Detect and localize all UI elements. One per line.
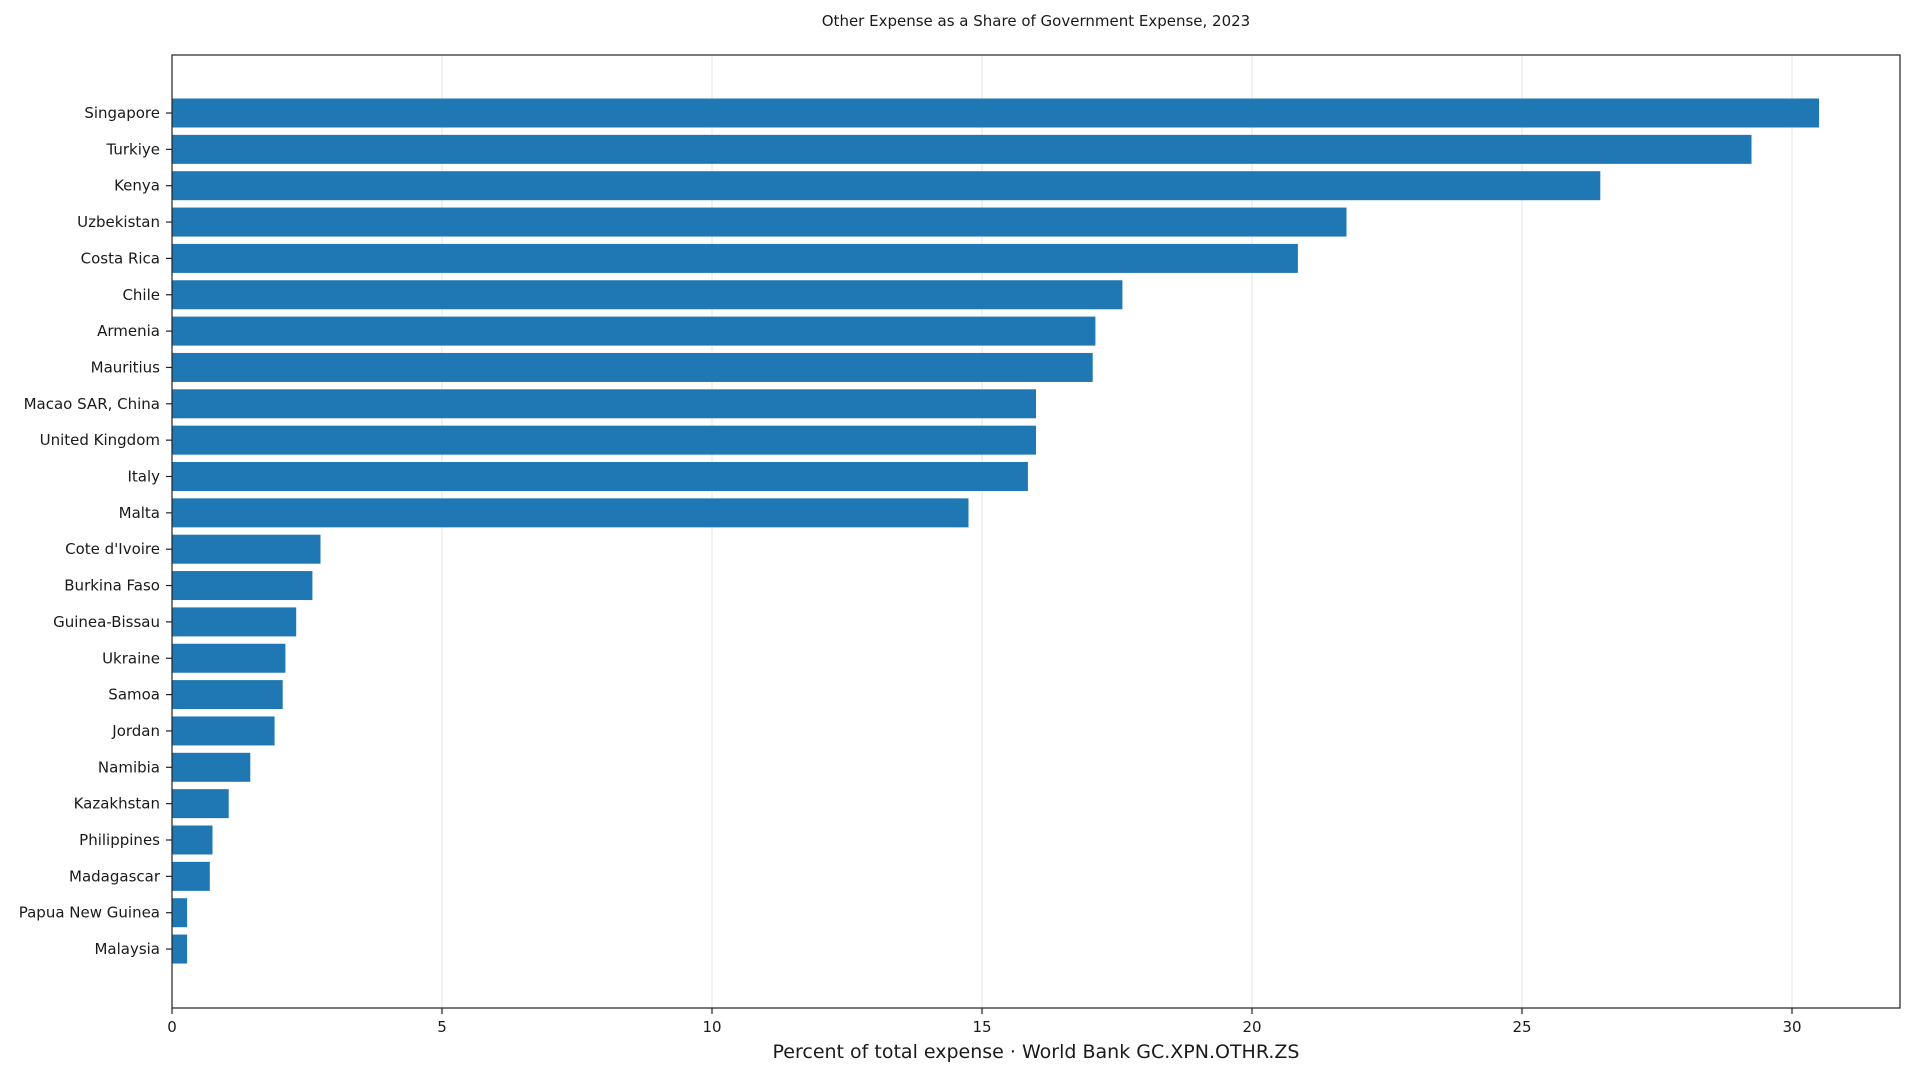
bar [172, 643, 286, 673]
y-category-label: Uzbekistan [77, 213, 160, 231]
plot-frame [171, 54, 1901, 1009]
y-category-label: Turkiye [105, 140, 160, 158]
bar [172, 498, 969, 528]
bar [172, 571, 313, 601]
bar [172, 934, 188, 964]
y-category-label: Malta [119, 504, 160, 522]
y-category-label: Italy [127, 468, 160, 486]
bar [172, 171, 1601, 201]
y-category-label: Chile [122, 286, 160, 304]
bar [172, 389, 1036, 419]
bar [172, 243, 1298, 273]
bar [172, 134, 1752, 164]
x-tick-label: 10 [702, 1018, 721, 1036]
bar [172, 534, 321, 564]
chart-title: Other Expense as a Share of Government E… [822, 12, 1250, 30]
bar [172, 607, 297, 637]
bar [172, 861, 210, 891]
bar [172, 316, 1096, 346]
x-tick-label: 5 [437, 1018, 447, 1036]
y-category-label: Ukraine [102, 649, 160, 667]
y-category-label: Burkina Faso [64, 577, 160, 595]
x-tick-label: 25 [1512, 1018, 1531, 1036]
bar [172, 680, 283, 710]
x-tick-label: 20 [1242, 1018, 1261, 1036]
y-category-label: Kenya [114, 177, 160, 195]
y-category-label: Cote d'Ivoire [65, 540, 160, 558]
bar [172, 207, 1347, 237]
y-category-label: Philippines [79, 831, 160, 849]
y-category-label: Papua New Guinea [19, 904, 160, 922]
bar [172, 352, 1093, 382]
y-category-label: United Kingdom [40, 431, 160, 449]
y-category-label: Singapore [84, 104, 160, 122]
y-category-label: Costa Rica [81, 249, 160, 267]
y-category-label: Madagascar [69, 867, 161, 885]
bar [172, 752, 251, 782]
y-category-label: Malaysia [94, 940, 160, 958]
y-category-label: Kazakhstan [74, 795, 160, 813]
x-tick-label: 0 [167, 1018, 177, 1036]
y-category-label: Samoa [108, 686, 160, 704]
bar [172, 98, 1819, 128]
bar [172, 462, 1028, 491]
bar [172, 425, 1036, 455]
bar [172, 716, 275, 746]
y-category-label: Guinea-Bissau [53, 613, 160, 631]
y-category-label: Jordan [111, 722, 160, 740]
x-axis-label: Percent of total expense · World Bank GC… [773, 1041, 1300, 1063]
bar [172, 280, 1123, 310]
bar [172, 789, 229, 819]
y-category-label: Namibia [98, 758, 160, 776]
bars [172, 98, 1819, 964]
y-axis-ticks: Singapore Turkiye Kenya Uzbekistan Costa Ric… [19, 104, 172, 958]
bar [172, 898, 188, 928]
y-category-label: Mauritius [91, 358, 161, 376]
x-tick-label: 15 [972, 1018, 991, 1036]
bar [172, 825, 213, 855]
x-tick-label: 30 [1782, 1018, 1801, 1036]
y-category-label: Armenia [97, 322, 160, 340]
y-category-label: Macao SAR, China [24, 395, 160, 413]
x-axis-ticks: 0 5 10 15 20 25 30 [167, 1008, 1802, 1036]
